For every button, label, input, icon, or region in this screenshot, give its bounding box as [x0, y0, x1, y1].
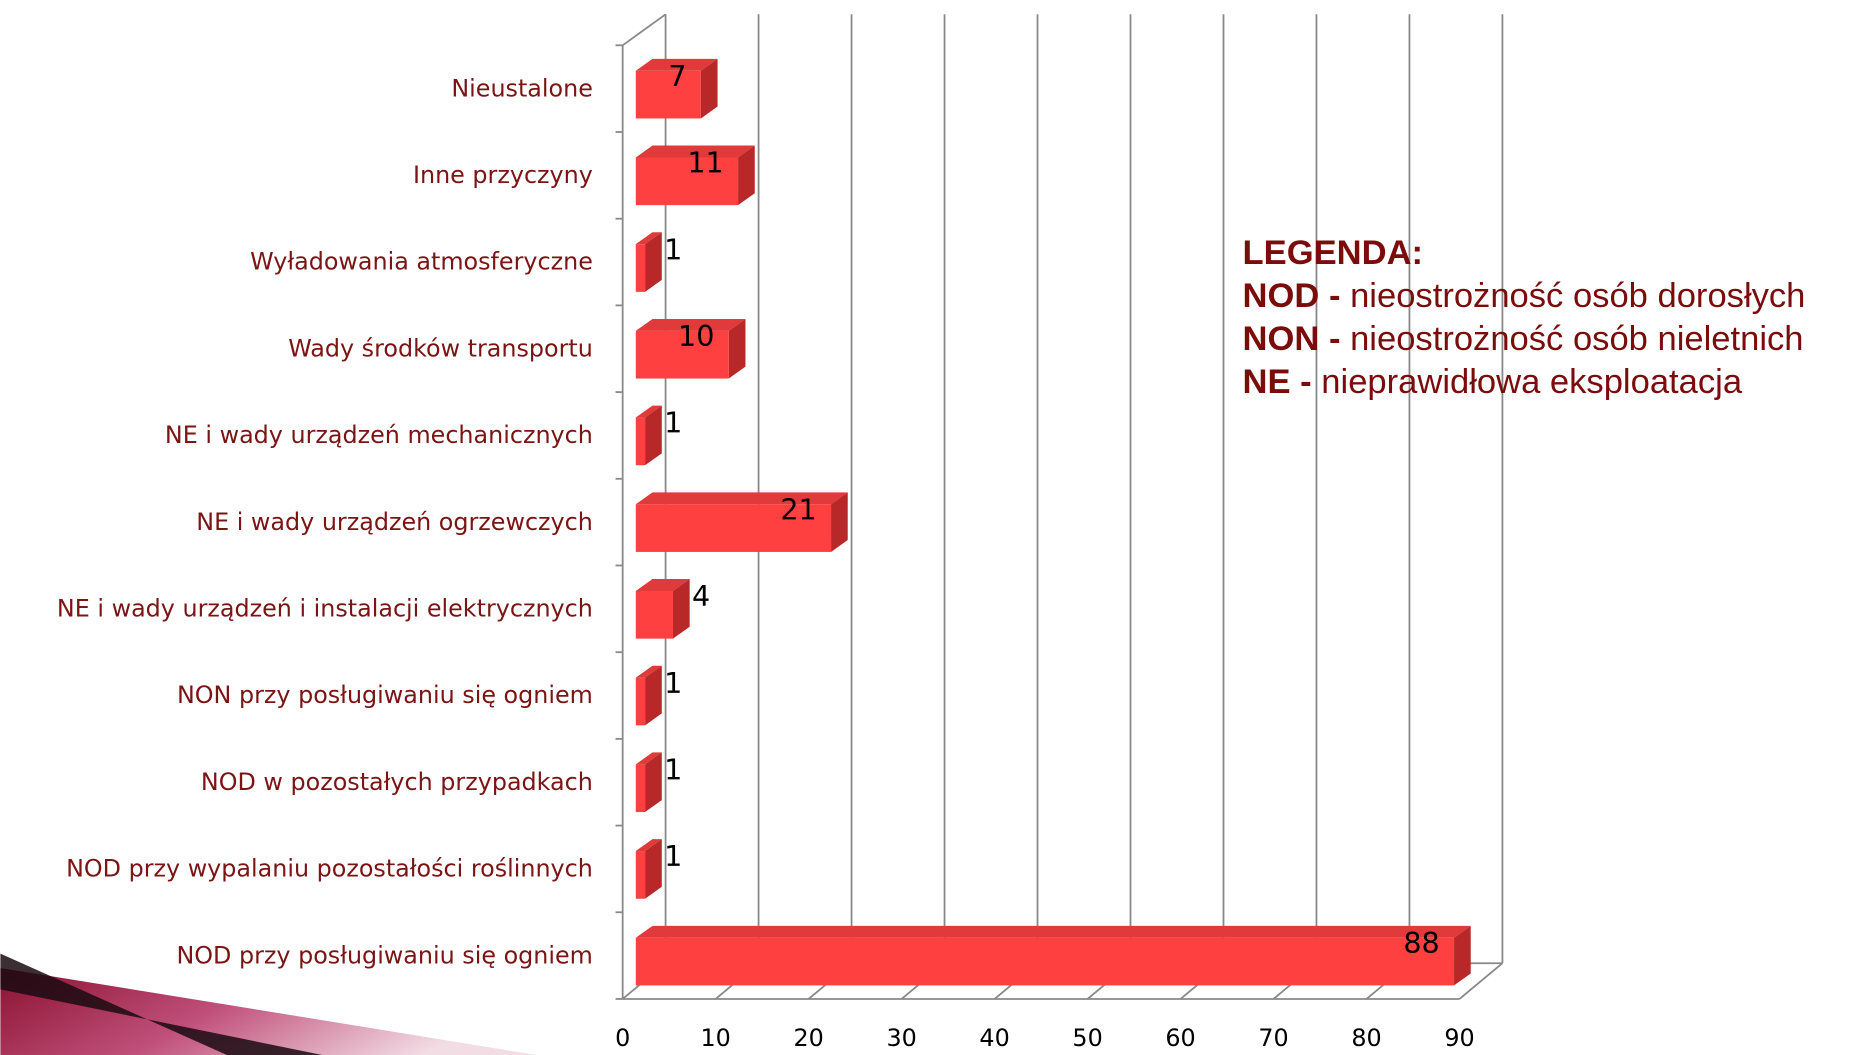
category-label: Nieustalone — [451, 74, 593, 102]
legend-item: NOD - nieostrożność osób dorosłych — [1243, 277, 1806, 315]
bar — [635, 244, 646, 292]
bar-side — [700, 58, 718, 119]
bar — [635, 417, 646, 466]
data-label: 1 — [664, 666, 682, 700]
data-label: 10 — [678, 319, 714, 353]
axis-line — [622, 13, 667, 47]
data-label: 4 — [692, 579, 710, 613]
bar-side — [645, 405, 662, 466]
bar-top — [635, 145, 755, 158]
x-tick-label: 10 — [700, 1024, 730, 1052]
data-label: 21 — [780, 492, 816, 526]
x-tick-label: 90 — [1444, 1024, 1474, 1052]
bar-top — [635, 665, 662, 678]
category-label: NOD przy posługiwaniu się ogniem — [176, 941, 592, 969]
legend-abbr: NOD - — [1243, 277, 1341, 315]
bar-side — [738, 145, 755, 206]
bar — [635, 330, 729, 379]
legend-text: nieprawidłowa eksploatacja — [1321, 363, 1743, 401]
bar — [635, 937, 1455, 986]
category-label: NON przy posługiwaniu się ogniem — [177, 681, 593, 709]
decoration — [0, 967, 537, 1055]
bar — [635, 157, 739, 206]
data-label: 1 — [664, 752, 682, 786]
bar-side — [645, 839, 662, 899]
data-label: 7 — [668, 59, 686, 93]
category-label: NOD przy wypalaniu pozostałości roślinny… — [66, 855, 593, 883]
data-label: 1 — [664, 839, 682, 873]
bar-top — [635, 405, 662, 418]
category-label: NE i wady urządzeń mechanicznych — [165, 421, 593, 449]
bar — [635, 70, 701, 119]
x-tick-label: 50 — [1072, 1024, 1102, 1052]
legend-abbr: NON - — [1243, 320, 1341, 358]
bar-side — [645, 752, 662, 813]
bar — [635, 590, 673, 639]
bar-side — [728, 318, 746, 379]
bar-side — [645, 232, 662, 292]
legend-text: nieostrożność osób nieletnich — [1350, 320, 1803, 358]
legend-title: LEGENDA: — [1243, 234, 1424, 272]
bar-top — [635, 752, 662, 765]
bar-top — [635, 58, 718, 71]
bar-side — [645, 665, 662, 726]
data-label: 1 — [664, 406, 682, 440]
x-tick-label: 60 — [1165, 1024, 1195, 1052]
bar — [635, 504, 832, 552]
floor-line — [1458, 962, 1504, 1000]
data-label: 1 — [664, 232, 682, 266]
bar-top — [635, 232, 662, 245]
data-label: 88 — [1403, 926, 1439, 960]
x-tick-label: 0 — [615, 1024, 630, 1052]
bar-top — [635, 492, 848, 505]
bar-top — [635, 579, 690, 591]
bar — [635, 764, 646, 813]
bar-side — [831, 492, 848, 552]
legend-abbr: NE - — [1243, 363, 1312, 401]
legend-text: nieostrożność osób dorosłych — [1350, 277, 1805, 315]
legend-item: NE - nieprawidłowa eksploatacja — [1243, 363, 1743, 401]
bar-side — [1454, 925, 1471, 986]
x-tick-label: 70 — [1258, 1024, 1288, 1052]
bar — [635, 851, 646, 899]
data-label: 11 — [687, 146, 723, 180]
x-tick-label: 80 — [1351, 1024, 1381, 1052]
bar-top — [635, 839, 662, 852]
bar-top — [635, 925, 1471, 938]
category-label: NE i wady urządzeń ogrzewczych — [196, 508, 593, 536]
category-label: Wady środków transportu — [288, 334, 593, 362]
bar-side — [672, 579, 690, 639]
x-tick-label: 20 — [793, 1024, 823, 1052]
category-label: NOD w pozostałych przypadkach — [201, 768, 593, 796]
bar-top — [635, 318, 746, 331]
bar — [635, 677, 646, 726]
category-label: Wyładowania atmosferyczne — [250, 248, 593, 276]
legend-item: NON - nieostrożność osób nieletnich — [1243, 320, 1804, 358]
category-label: NE i wady urządzeń i instalacji elektryc… — [57, 595, 593, 623]
x-tick-label: 40 — [979, 1024, 1009, 1052]
x-tick-label: 30 — [886, 1024, 916, 1052]
category-label: Inne przyczyny — [413, 161, 593, 189]
